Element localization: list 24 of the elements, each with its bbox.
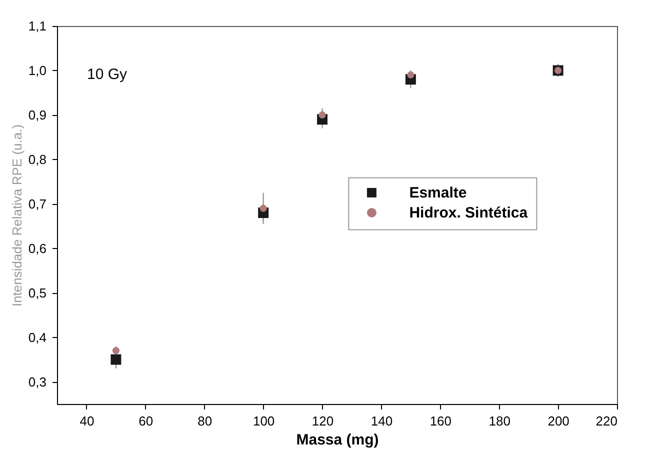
y-tick-label: 1,0 (28, 62, 46, 78)
legend-label: Hidrox. Sintética (409, 204, 528, 222)
x-tick-label: 60 (138, 414, 154, 428)
y-tick-label: 1,1 (28, 18, 46, 34)
x-tick-label: 40 (80, 414, 94, 428)
x-tick-label: 100 (252, 414, 275, 428)
x-tick-label: 220 (596, 414, 618, 428)
y-tick-label: 0,5 (28, 285, 46, 300)
y-tick-label: 0,9 (28, 107, 46, 122)
y-tick-label: 0,7 (28, 196, 46, 212)
x-axis-title: Massa (mg) (296, 432, 379, 448)
x-tick-label: 120 (312, 414, 334, 428)
legend-label: Esmalte (409, 184, 467, 202)
x-tick-label: 80 (198, 414, 212, 428)
y-tick-label: 0,4 (28, 330, 46, 345)
x-tick-label: 140 (370, 414, 393, 428)
x-tick-label: 160 (430, 414, 452, 428)
x-tick-label: 200 (548, 414, 570, 428)
y-axis-title: Intensidade Relativa RPE (u.a.) (9, 124, 24, 307)
y-tick-label: 0,3 (28, 374, 46, 390)
annotation: 10 Gy (87, 66, 128, 83)
x-tick-label: 180 (488, 414, 510, 428)
y-tick-label: 0,6 (28, 240, 46, 256)
y-tick-label: 0,8 (28, 152, 46, 167)
